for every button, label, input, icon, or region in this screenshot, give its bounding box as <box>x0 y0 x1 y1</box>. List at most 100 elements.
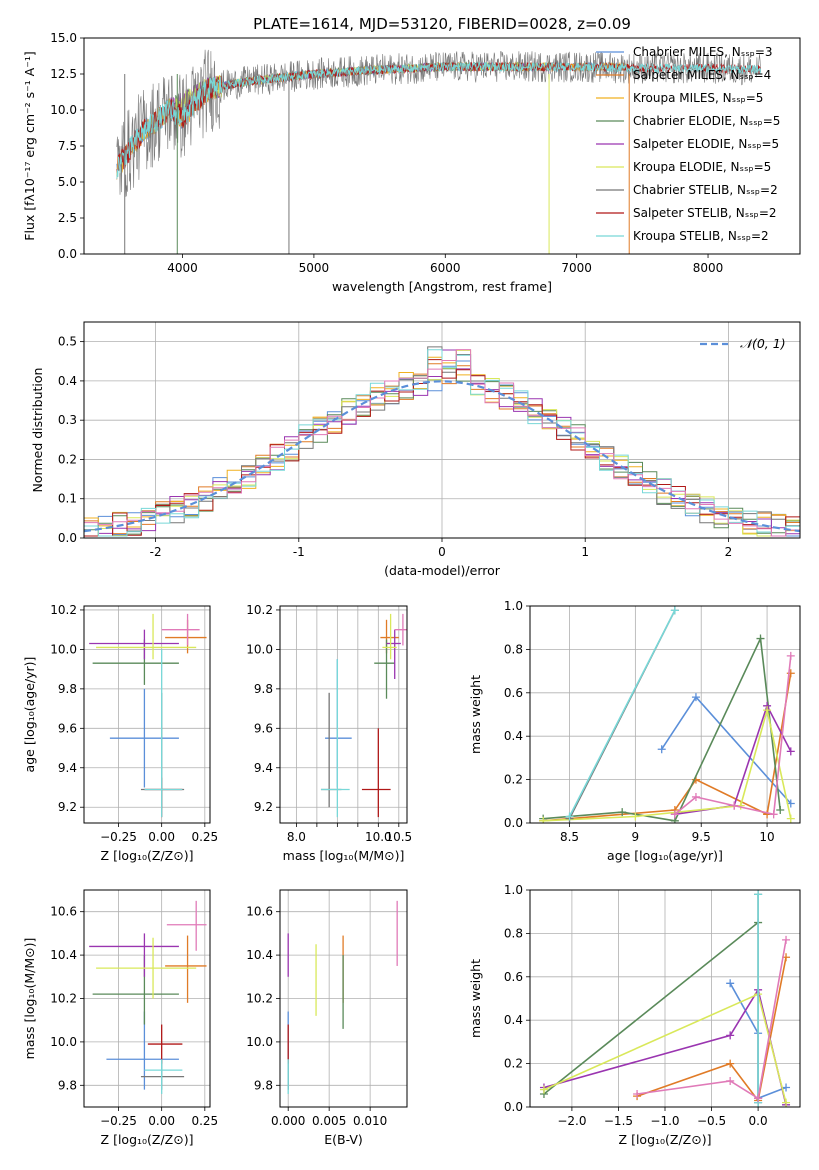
marker-point <box>786 669 795 678</box>
legend-label: Salpeter MILES, Nₛₛₚ=4 <box>633 68 771 82</box>
y-tick-label: 9.4 <box>58 761 77 775</box>
x-axis-label: wavelength [Angstrom, rest frame] <box>332 279 552 294</box>
y-tick-label: 9.6 <box>58 721 77 735</box>
marker-point <box>786 814 795 823</box>
x-tick-label: 9 <box>632 830 640 844</box>
x-tick-label: 8000 <box>693 261 724 275</box>
x-tick-label: 5000 <box>299 261 330 275</box>
x-tick-label: 10.5 <box>385 830 412 844</box>
panel-0: 4000 5000 6000 7000 8000 0.0 2.5 5.0 7.5 10.0 12.5… <box>22 31 801 294</box>
plot-area <box>116 49 761 254</box>
y-tick-label: 0.2 <box>58 452 77 466</box>
panel-5: −0.25 0.00 0.25 9.8 10.0 10.2 10.4 10.6 Z [log₁₀… <box>22 889 218 1147</box>
chart-title: PLATE=1614, MJD=53120, FIBERID=0028, z=0… <box>253 15 631 33</box>
x-tick-label: -2 <box>150 545 162 559</box>
y-tick-label: 0.2 <box>504 773 523 787</box>
y-tick-label: 10.0 <box>50 103 77 117</box>
panel-4: 8.5 9 9.5 10 0.0 0.2 0.4 0.6 0.8 1.0 age [log₁₀(ag… <box>468 599 801 863</box>
x-tick-label: -1 <box>293 545 305 559</box>
legend-label: Chabrier ELODIE, Nₛₛₚ=5 <box>633 114 780 128</box>
x-tick-label: 9.5 <box>692 830 711 844</box>
y-axis-label: Normed distribution <box>30 368 45 493</box>
marker-point <box>726 1031 735 1040</box>
x-tick-label: −0.5 <box>697 1114 726 1128</box>
x-tick-label: −2.0 <box>557 1114 586 1128</box>
y-tick-label: 10.2 <box>50 603 77 617</box>
x-tick-label: 4000 <box>167 261 198 275</box>
marker-point <box>726 979 735 988</box>
plot-area <box>84 322 800 538</box>
marker-point <box>539 816 548 823</box>
axes-frame <box>529 605 801 824</box>
x-axis-label: Z [log₁₀(Z/Z⊙)] <box>101 1132 194 1147</box>
y-tick-label: 0.3 <box>58 413 77 427</box>
y-tick-label: 0.8 <box>504 642 523 656</box>
y-tick-label: 10.4 <box>50 948 77 962</box>
marker-point <box>754 890 763 899</box>
marker-point <box>782 935 791 944</box>
mass-weight-line <box>543 921 759 1095</box>
marker-point <box>786 651 795 660</box>
plot-area <box>280 606 407 823</box>
legend-label: 𝒩(0, 1) <box>740 336 786 351</box>
y-tick-label: 0.0 <box>504 1100 523 1114</box>
plot-area <box>530 606 800 823</box>
x-tick-label: 0.25 <box>191 1114 218 1128</box>
mass-weight-line <box>636 939 787 1100</box>
y-tick-label: 9.6 <box>254 721 273 735</box>
x-tick-label: 7000 <box>561 261 592 275</box>
axes-frame <box>83 605 211 824</box>
x-tick-label: 0.005 <box>312 1114 346 1128</box>
mass-weight-line <box>568 609 676 817</box>
x-axis-label: E(B-V) <box>324 1132 363 1147</box>
histogram-step <box>84 359 800 537</box>
legend-label: Kroupa ELODIE, Nₛₛₚ=5 <box>633 160 771 174</box>
y-tick-label: 10.4 <box>246 948 273 962</box>
legend-label: Chabrier STELIB, Nₛₛₚ=2 <box>633 183 778 197</box>
y-axis-label: mass weight <box>468 675 483 754</box>
marker-point <box>726 1059 735 1068</box>
axes-frame <box>279 889 408 1108</box>
y-tick-label: 2.5 <box>58 211 77 225</box>
y-tick-label: 0.4 <box>504 1013 523 1027</box>
x-tick-label: −0.25 <box>100 1114 137 1128</box>
y-tick-label: 15.0 <box>50 31 77 45</box>
x-tick-label: 10.0 <box>365 830 392 844</box>
panel-6: 0.000 0.005 0.010 9.8 10.0 10.2 10.4 10.6 E(B-V) <box>246 889 408 1147</box>
y-tick-label: 0.0 <box>504 816 523 830</box>
y-tick-label: 5.0 <box>58 175 77 189</box>
x-tick-label: 0.0 <box>749 1114 768 1128</box>
legend-label: Kroupa STELIB, Nₛₛₚ=2 <box>633 229 769 243</box>
marker-point <box>776 805 785 814</box>
marker-point <box>726 1076 735 1085</box>
x-axis-label: mass [log₁₀(M/M⊙)] <box>283 848 405 863</box>
marker-point <box>782 1098 791 1107</box>
y-tick-label: 1.0 <box>504 883 523 897</box>
y-tick-label: 0.1 <box>58 492 77 506</box>
axes-frame <box>83 321 801 539</box>
legend-label: Salpeter STELIB, Nₛₛₚ=2 <box>633 206 777 220</box>
x-tick-label: 2 <box>725 545 733 559</box>
y-tick-label: 0.0 <box>58 531 77 545</box>
y-tick-label: 1.0 <box>504 599 523 613</box>
y-tick-label: 0.2 <box>504 1057 523 1071</box>
y-tick-label: 0.0 <box>58 247 77 261</box>
marker-point <box>756 634 765 643</box>
x-tick-label: 10 <box>759 830 774 844</box>
panel-7: −2.0 −1.5 −1.0 −0.5 0.0 0.0 0.2 0.4 0.6 0.8 1.0 Z [… <box>468 883 801 1147</box>
marker-point <box>786 747 795 756</box>
y-tick-label: 0.8 <box>504 926 523 940</box>
y-axis-label: mass weight <box>468 959 483 1038</box>
axes-frame <box>279 605 408 824</box>
x-tick-label: 0.00 <box>148 830 175 844</box>
marker-point <box>565 812 574 821</box>
x-axis-label: Z [log₁₀(Z/Z⊙)] <box>101 848 194 863</box>
y-tick-label: 10.0 <box>50 642 77 656</box>
y-tick-label: 0.6 <box>504 970 523 984</box>
y-tick-label: 10.2 <box>246 992 273 1006</box>
x-tick-label: 8.0 <box>287 830 306 844</box>
y-tick-label: 10.0 <box>246 642 273 656</box>
x-tick-label: 1 <box>581 545 589 559</box>
y-tick-label: 9.4 <box>254 761 273 775</box>
marker-point <box>657 745 666 754</box>
